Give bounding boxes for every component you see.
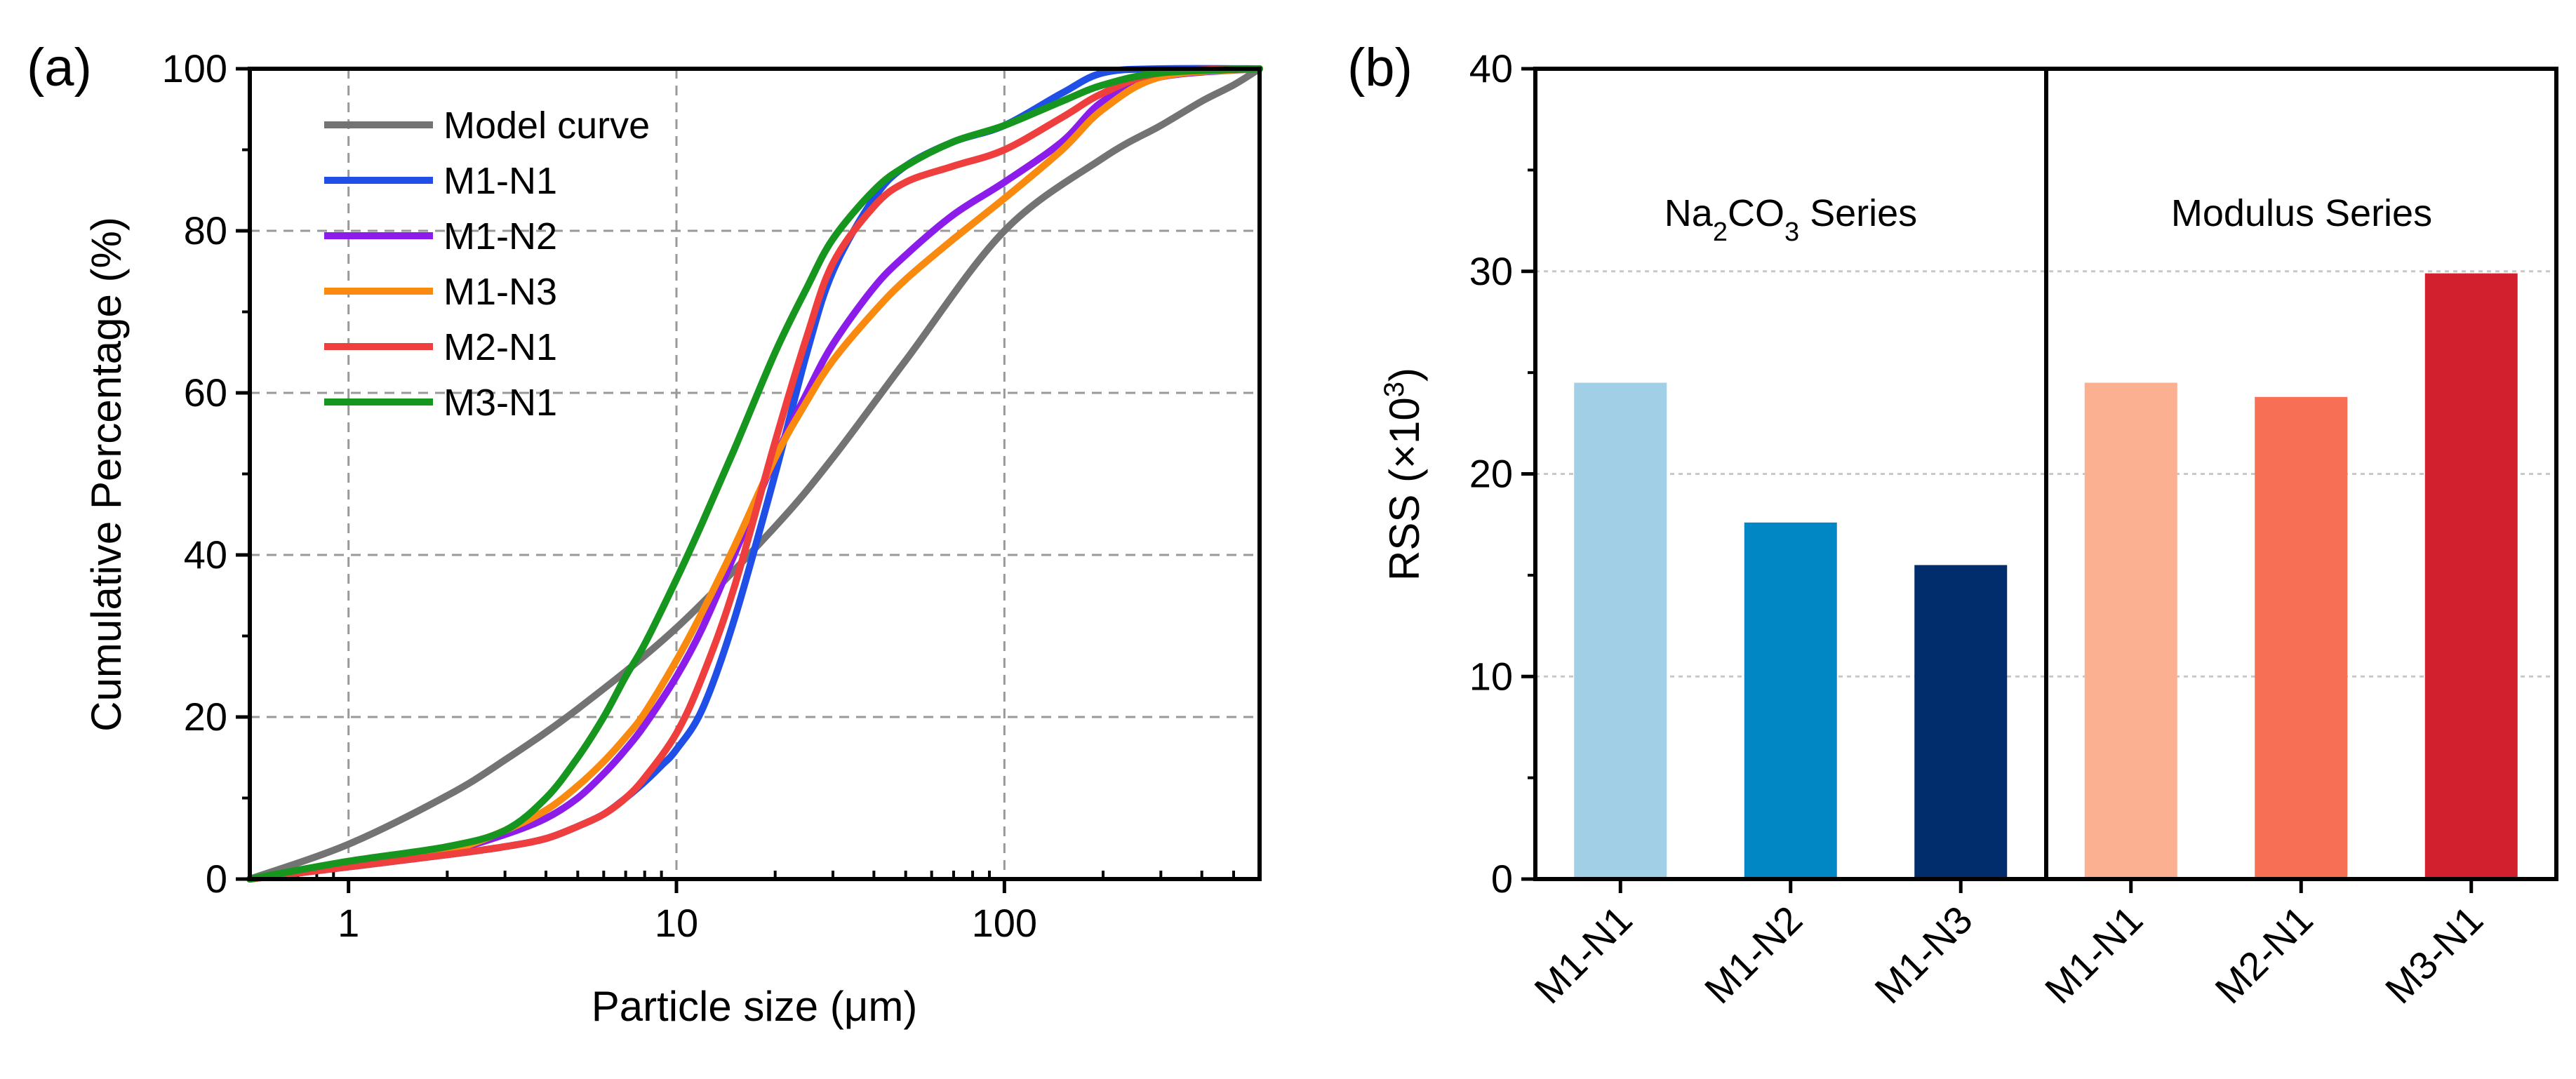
panel-a-label: (a) bbox=[27, 38, 92, 98]
panel-b-x-tick-label: M1-N3 bbox=[1866, 897, 1980, 1012]
group-label-modulus: Modulus Series bbox=[2171, 192, 2432, 234]
series-line-m1-n2 bbox=[246, 65, 1263, 883]
panel-b-label: (b) bbox=[1347, 38, 1413, 98]
panel-b-y-title-suffix: ) bbox=[1381, 368, 1428, 382]
panel-a: (a) 0 20 40 60 80 100 1 10 100 Particle size (μ… bbox=[27, 38, 1263, 1030]
legend-label-m1-n1: M1-N1 bbox=[443, 160, 557, 202]
panel-a-y-tick-label: 40 bbox=[184, 532, 227, 577]
panel-a-y-tick-label: 60 bbox=[184, 370, 227, 415]
panel-a-y-tick-label: 20 bbox=[184, 695, 227, 739]
series-line-m2-n1 bbox=[246, 65, 1263, 883]
group-label-na2co3-pre: Na bbox=[1664, 192, 1714, 234]
panel-b-x-axis: M1-N1 M1-N2 M1-N3 M1-N1 M2-N1 M3-N1 bbox=[1526, 879, 2491, 1012]
panel-b-x-tick-label: M2-N1 bbox=[2206, 897, 2321, 1012]
panel-a-x-tick-label: 10 bbox=[655, 901, 698, 945]
panel-b-x-tick-label: M1-N2 bbox=[1696, 897, 1810, 1012]
panel-b-y-tick-label: 10 bbox=[1469, 654, 1513, 698]
bar-6-m3-n1 bbox=[2424, 273, 2518, 879]
panel-b-y-title: RSS (×103) bbox=[1379, 368, 1428, 581]
panel-a-y-title: Cumulative Percentage (%) bbox=[83, 217, 130, 732]
panel-a-legend: Model curve M1-N1 M1-N2 M1-N3 M2-N1 M3-N1 bbox=[324, 105, 650, 424]
panel-a-frame bbox=[248, 67, 1262, 881]
panel-b-x-tick-label: M1-N1 bbox=[1526, 897, 1640, 1012]
panel-a-y-tick-label: 80 bbox=[184, 208, 227, 253]
group-label-na2co3: Na2CO3 Series bbox=[1664, 192, 1917, 247]
panel-a-x-axis: 1 10 100 bbox=[338, 879, 1037, 945]
series-line-m1-n3 bbox=[246, 65, 1263, 883]
legend-label-m3-n1: M3-N1 bbox=[443, 382, 557, 424]
panel-b-y-tick-label: 30 bbox=[1469, 249, 1513, 293]
bar-1-m1-n1 bbox=[1574, 382, 1667, 879]
panel-a-grid bbox=[250, 69, 1260, 879]
group-label-na2co3-sub1: 2 bbox=[1713, 217, 1728, 247]
panel-b-y-tick-label: 0 bbox=[1491, 857, 1513, 901]
panel-a-x-tick-label: 100 bbox=[972, 901, 1037, 945]
panel-b-bars bbox=[1574, 273, 2518, 879]
series-line-model-curve bbox=[246, 65, 1263, 883]
legend-label-m2-n1: M2-N1 bbox=[443, 326, 557, 368]
legend-label-model-curve: Model curve bbox=[443, 105, 650, 147]
group-label-na2co3-mid: CO bbox=[1728, 192, 1784, 234]
panel-a-series bbox=[246, 65, 1263, 883]
bar-4-m1-n1 bbox=[2084, 382, 2177, 879]
panel-b-grid bbox=[1535, 270, 2556, 678]
bar-5-m2-n1 bbox=[2255, 396, 2348, 879]
panel-b-y-title-exp: 3 bbox=[1379, 382, 1410, 397]
series-line-m3-n1 bbox=[246, 65, 1263, 883]
panel-b-y-title-prefix: RSS (×10 bbox=[1381, 397, 1428, 581]
panel-b-x-tick-label: M1-N1 bbox=[2036, 897, 2151, 1012]
panel-a-y-axis: 0 20 40 60 80 100 bbox=[162, 46, 250, 901]
legend-label-m1-n3: M1-N3 bbox=[443, 271, 557, 313]
series-line-m1-n1 bbox=[246, 65, 1263, 883]
panel-b-y-axis: 0 10 20 30 40 bbox=[1469, 46, 1535, 901]
legend-label-m1-n2: M1-N2 bbox=[443, 215, 557, 257]
panel-b-y-tick-label: 20 bbox=[1469, 452, 1513, 496]
panel-a-y-tick-label: 0 bbox=[206, 857, 227, 901]
bar-3-m1-n3 bbox=[1914, 565, 2008, 879]
panel-a-x-tick-label: 1 bbox=[338, 901, 359, 945]
group-label-na2co3-post: Series bbox=[1799, 192, 1917, 234]
panel-a-x-title: Particle size (μm) bbox=[592, 983, 918, 1030]
panel-b-x-tick-label: M3-N1 bbox=[2377, 897, 2491, 1012]
bar-2-m1-n2 bbox=[1744, 522, 1837, 879]
panel-b-y-tick-label: 40 bbox=[1469, 46, 1513, 91]
panel-a-y-tick-label: 100 bbox=[162, 46, 227, 91]
group-label-na2co3-sub2: 3 bbox=[1784, 217, 1799, 247]
